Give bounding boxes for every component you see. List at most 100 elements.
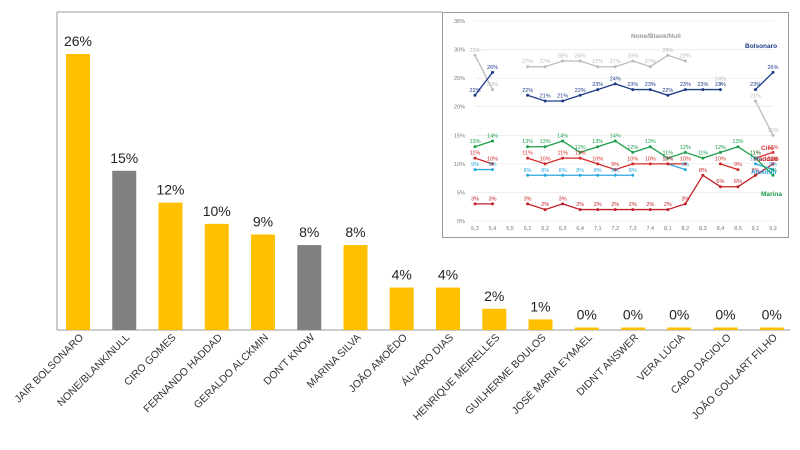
inset-data-label-series-6: 11% xyxy=(470,151,481,157)
inset-y-tick-label: 30% xyxy=(454,48,465,54)
inset-data-label-haddad: 2% xyxy=(541,202,549,208)
bar-joao-goulart-filho xyxy=(759,327,784,330)
inset-point-haddad xyxy=(491,202,495,206)
inset-data-label-series-6: 9% xyxy=(734,162,742,168)
inset-data-label-none-blank-null: 15% xyxy=(767,128,778,134)
inset-data-label-marina: 13% xyxy=(540,139,551,145)
inset-data-label-haddad: 2% xyxy=(646,202,654,208)
inset-data-label-bolsonaro: 22% xyxy=(522,88,533,94)
inset-point-alckmin xyxy=(771,168,775,172)
inset-data-label-alckmin: 8% xyxy=(541,168,549,174)
bar-fernando-haddad xyxy=(204,223,229,330)
inset-data-label-none-blank-null: 21% xyxy=(750,94,761,100)
inset-data-label-haddad: 6% xyxy=(734,179,742,185)
bar-value-label-marina-silva: 8% xyxy=(345,224,365,240)
inset-data-label-marina: 13% xyxy=(522,139,533,145)
inset-point-marina xyxy=(578,150,582,154)
inset-point-ciro xyxy=(771,150,775,154)
inset-x-tick-label: 6,1 xyxy=(524,226,532,232)
inset-point-none-blank-null xyxy=(578,59,582,63)
inset-data-label-haddad: 8% xyxy=(699,168,707,174)
inset-point-bolsonaro xyxy=(578,93,582,97)
inset-data-label-alckmin: 9% xyxy=(681,162,689,168)
inset-point-alckmin xyxy=(578,173,582,177)
inset-line-series-6 xyxy=(720,163,739,171)
inset-line-marina xyxy=(474,140,493,148)
inset-point-haddad xyxy=(701,173,705,177)
inset-data-label-alckmin: 8% xyxy=(576,168,584,174)
inset-point-bolsonaro xyxy=(666,93,670,97)
inset-data-label-none-blank-null: 27% xyxy=(610,59,621,65)
inset-point-marina xyxy=(526,145,530,149)
inset-series-label-bolsonaro: Bolsonaro xyxy=(745,43,777,50)
inset-point-marina xyxy=(683,150,687,154)
inset-data-label-bolsonaro: 23% xyxy=(645,82,656,88)
inset-data-label-bolsonaro: 23% xyxy=(592,82,603,88)
inset-line-none-blank-null xyxy=(474,54,494,90)
inset-point-marina xyxy=(666,156,670,160)
inset-y-tick-label: 0% xyxy=(457,219,465,225)
inset-point-none-blank-null xyxy=(771,133,775,137)
inset-x-tick-label: 8,1 xyxy=(664,226,672,232)
inset-series-label-marina: Marina xyxy=(761,191,782,198)
inset-point-bolsonaro xyxy=(683,88,687,92)
inset-point-alckmin xyxy=(683,168,687,172)
inset-point-bolsonaro xyxy=(648,88,652,92)
inset-point-bolsonaro xyxy=(771,70,775,74)
inset-point-alckmin xyxy=(631,173,635,177)
inset-point-haddad xyxy=(648,208,652,212)
inset-point-marina xyxy=(561,139,565,143)
inset-data-label-marina: 11% xyxy=(750,151,761,157)
inset-point-series-6 xyxy=(596,162,600,166)
inset-point-haddad xyxy=(596,208,600,212)
inset-point-haddad xyxy=(718,185,722,189)
inset-point-alckmin xyxy=(473,168,477,172)
category-label-fernando-haddad: FERNANDO HADDAD xyxy=(141,331,225,415)
inset-x-tick-label: 9,2 xyxy=(769,226,777,232)
inset-point-bolsonaro xyxy=(701,88,705,92)
inset-x-tick-label: 7,1 xyxy=(594,226,602,232)
bar-value-label-cabo-daciolo: 0% xyxy=(715,307,735,323)
inset-point-alckmin xyxy=(526,173,530,177)
inset-data-label-alckmin: 9% xyxy=(471,162,479,168)
inset-point-bolsonaro xyxy=(718,88,722,92)
inset-data-label-bolsonaro: 23% xyxy=(680,82,691,88)
inset-point-haddad xyxy=(631,208,635,212)
inset-point-marina xyxy=(613,139,617,143)
inset-x-tick-label: 5,3 xyxy=(471,226,479,232)
bar-don-t-know xyxy=(297,245,322,330)
inset-data-label-ciro: 12% xyxy=(767,145,778,151)
inset-data-label-none-blank-null: 28% xyxy=(557,54,568,60)
bar-value-label-joao-goulart-filho: 0% xyxy=(762,307,782,323)
inset-point-none-blank-null xyxy=(683,59,687,63)
inset-y-tick-label: 20% xyxy=(454,105,465,111)
inset-point-marina xyxy=(753,156,757,160)
inset-data-label-bolsonaro: 23% xyxy=(697,82,708,88)
inset-data-label-alckmin: 8% xyxy=(524,168,532,174)
inset-data-label-none-blank-null: 27% xyxy=(540,59,551,65)
inset-point-series-6 xyxy=(613,168,617,172)
inset-point-series-6 xyxy=(771,162,775,166)
inset-data-label-bolsonaro: 21% xyxy=(540,94,551,100)
bar-value-label-jair-bolsonaro: 26% xyxy=(64,33,92,49)
bar-value-label-henrique-meirelles: 2% xyxy=(484,288,504,304)
inset-point-none-blank-null xyxy=(648,65,652,69)
inset-point-bolsonaro xyxy=(613,82,617,86)
bar-value-label-joao-amoedo: 4% xyxy=(392,267,412,283)
inset-point-none-blank-null xyxy=(491,88,495,92)
inset-x-tick-label: 6,3 xyxy=(559,226,567,232)
inset-data-label-series-6: 10% xyxy=(715,156,726,162)
inset-point-series-6 xyxy=(666,162,670,166)
inset-point-none-blank-null xyxy=(666,53,670,57)
inset-data-label-series-6: 10% xyxy=(487,156,498,162)
bar-value-label-vera-lucia: 0% xyxy=(669,307,689,323)
inset-x-tick-label: 6,4 xyxy=(576,226,584,232)
inset-data-label-series-6: 10% xyxy=(767,156,778,162)
bar-value-label-jose-maria-eymael: 0% xyxy=(577,307,597,323)
bar-value-label-alvaro-dias: 4% xyxy=(438,267,458,283)
inset-point-series-6 xyxy=(578,156,582,160)
inset-point-haddad xyxy=(666,208,670,212)
bar-value-label-don-t-know: 8% xyxy=(299,224,319,240)
inset-data-label-none-blank-null: 28% xyxy=(627,54,638,60)
category-label-joao-goulart-filho: JOÃO GOULART FILHO xyxy=(689,331,780,422)
